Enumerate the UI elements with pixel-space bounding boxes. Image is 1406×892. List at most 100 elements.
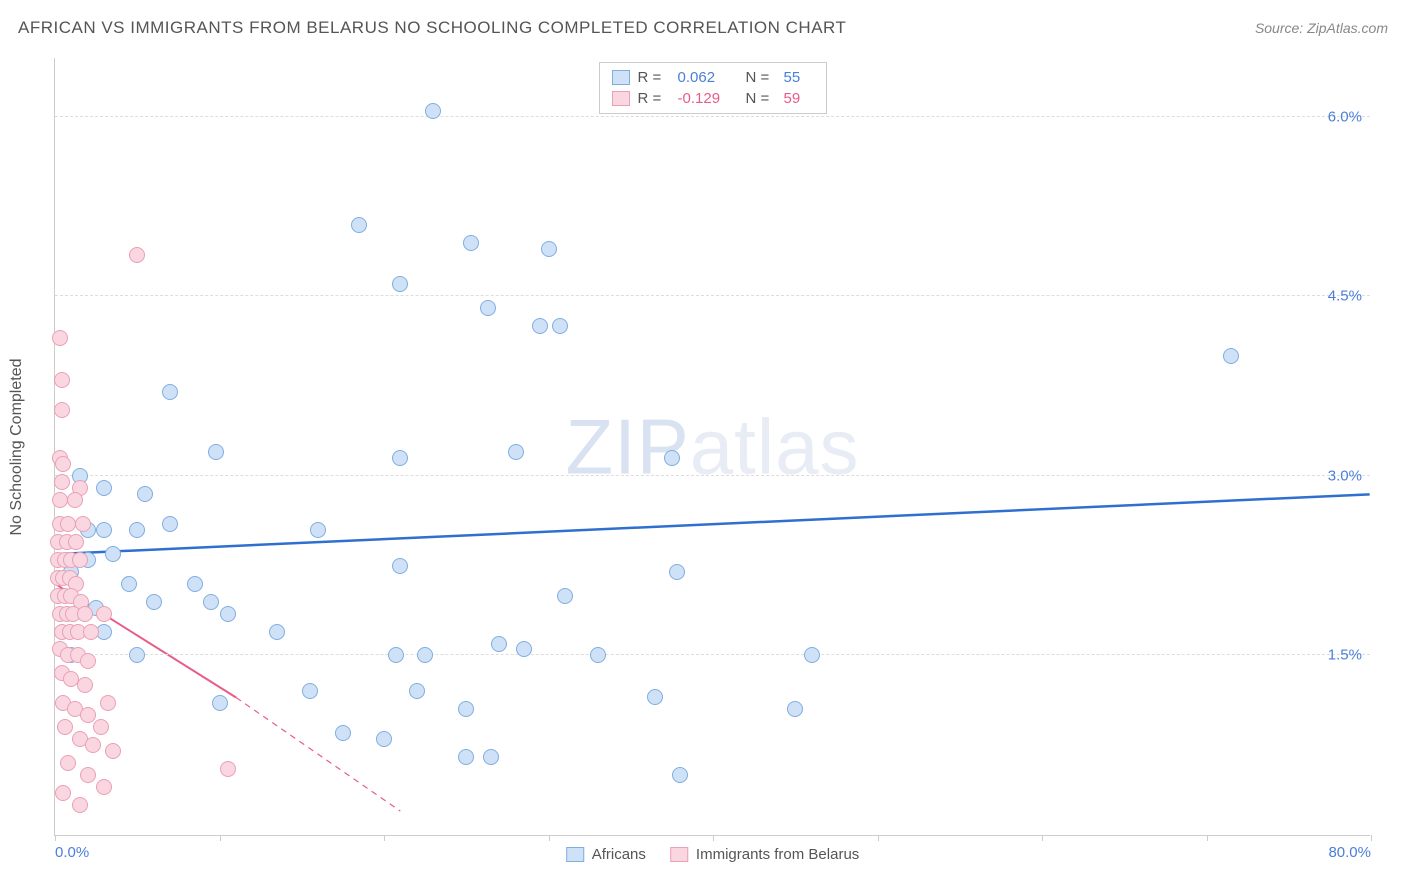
data-point [54,474,70,490]
chart-header: AFRICAN VS IMMIGRANTS FROM BELARUS NO SC… [18,18,1388,38]
data-point [52,492,68,508]
data-point [669,564,685,580]
gridline [55,654,1370,655]
data-point [425,103,441,119]
data-point [508,444,524,460]
data-point [208,444,224,460]
data-point [458,701,474,717]
data-point [302,683,318,699]
data-point [557,588,573,604]
data-point [60,755,76,771]
data-point [80,653,96,669]
data-point [68,534,84,550]
x-tick [878,835,879,841]
data-point [664,450,680,466]
data-point [77,677,93,693]
x-tick [384,835,385,841]
legend-item-belarus: Immigrants from Belarus [670,846,859,863]
gridline [55,295,1370,296]
data-point [541,241,557,257]
data-point [647,689,663,705]
y-axis-label: No Schooling Completed [8,358,26,535]
series-legend: Africans Immigrants from Belarus [566,846,860,863]
data-point [516,641,532,657]
data-point [376,731,392,747]
data-point [52,330,68,346]
data-point [100,695,116,711]
data-point [96,522,112,538]
legend-item-africans: Africans [566,846,646,863]
data-point [480,300,496,316]
data-point [67,492,83,508]
data-point [129,522,145,538]
swatch-belarus [670,847,688,862]
data-point [162,516,178,532]
data-point [310,522,326,538]
data-point [483,749,499,765]
data-point [96,480,112,496]
data-point [491,636,507,652]
data-point [269,624,285,640]
data-point [1223,348,1239,364]
data-point [55,456,71,472]
gridline [55,475,1370,476]
x-tick [1371,835,1372,841]
data-point [146,594,162,610]
data-point [335,725,351,741]
data-point [121,576,137,592]
data-point [409,683,425,699]
data-point [72,552,88,568]
data-point [105,546,121,562]
data-point [85,737,101,753]
data-point [55,785,71,801]
data-point [137,486,153,502]
swatch-belarus [612,91,630,106]
data-point [388,647,404,663]
x-tick [1207,835,1208,841]
data-point [129,247,145,263]
watermark: ZIPatlas [565,401,859,492]
data-point [75,516,91,532]
data-point [220,761,236,777]
x-tick [220,835,221,841]
legend-row-belarus: R = -0.129 N = 59 [612,88,814,109]
data-point [351,217,367,233]
data-point [804,647,820,663]
data-point [83,624,99,640]
data-point [220,606,236,622]
data-point [162,384,178,400]
data-point [54,372,70,388]
data-point [590,647,606,663]
x-tick-label: 80.0% [1328,844,1371,861]
data-point [60,516,76,532]
data-point [203,594,219,610]
data-point [54,402,70,418]
legend-row-africans: R = 0.062 N = 55 [612,67,814,88]
data-point [392,450,408,466]
x-tick [713,835,714,841]
x-tick [55,835,56,841]
source-attribution: Source: ZipAtlas.com [1255,20,1388,36]
data-point [105,743,121,759]
data-point [96,779,112,795]
x-tick-label: 0.0% [55,844,89,861]
data-point [80,707,96,723]
data-point [93,719,109,735]
trend-lines [55,58,1370,835]
data-point [787,701,803,717]
x-tick [549,835,550,841]
data-point [552,318,568,334]
gridline [55,116,1370,117]
scatter-chart: No Schooling Completed ZIPatlas R = 0.06… [54,58,1370,836]
data-point [532,318,548,334]
data-point [392,558,408,574]
data-point [212,695,228,711]
data-point [72,797,88,813]
data-point [463,235,479,251]
data-point [57,719,73,735]
data-point [77,606,93,622]
data-point [187,576,203,592]
y-tick-label: 3.0% [1328,467,1362,484]
x-tick [1042,835,1043,841]
data-point [672,767,688,783]
